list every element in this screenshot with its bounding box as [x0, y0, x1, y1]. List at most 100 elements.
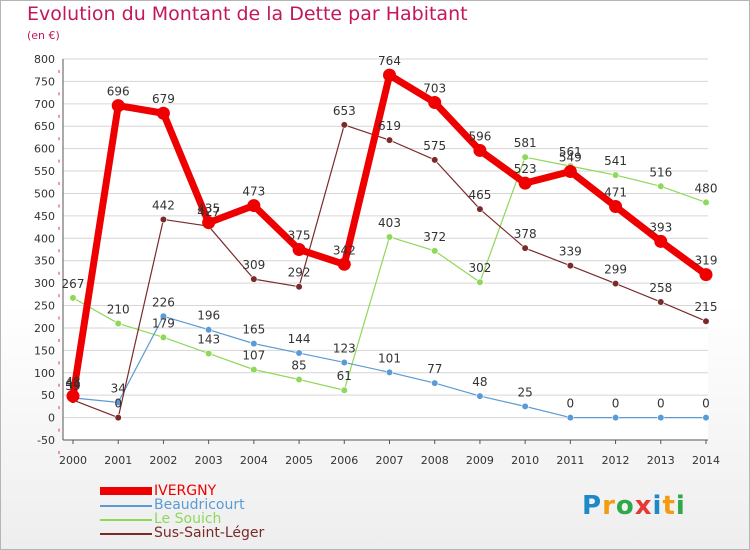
data-point — [202, 216, 216, 230]
y-tick-label: 50 — [41, 389, 55, 402]
data-label: 541 — [604, 154, 627, 168]
x-tick-label: 2002 — [149, 454, 177, 467]
data-label: 393 — [649, 220, 672, 234]
data-label: 77 — [427, 362, 442, 376]
data-label: 215 — [695, 300, 718, 314]
data-label: 403 — [378, 216, 401, 230]
logo-letter: i — [652, 491, 663, 521]
data-point — [563, 165, 577, 179]
data-point — [337, 257, 351, 271]
y-tick-label: 350 — [34, 255, 55, 268]
data-label: 101 — [378, 351, 401, 365]
x-tick-label: 2008 — [421, 454, 449, 467]
data-label: 473 — [242, 185, 265, 199]
y-tick-label: 300 — [34, 277, 55, 290]
data-label: 372 — [423, 230, 446, 244]
data-label: 653 — [333, 104, 356, 118]
data-label: 575 — [423, 139, 446, 153]
data-point — [292, 243, 306, 256]
data-label: 144 — [288, 332, 311, 346]
data-label: 143 — [197, 332, 220, 346]
data-point — [431, 156, 439, 164]
chart-title: Evolution du Montant de la Dette par Hab… — [27, 3, 468, 25]
data-label: 309 — [242, 258, 265, 272]
data-point — [473, 143, 487, 157]
legend-swatch — [100, 533, 152, 535]
data-point — [699, 268, 713, 282]
x-tick-label: 2014 — [692, 454, 720, 467]
data-label: 165 — [242, 323, 265, 337]
data-label: 342 — [333, 243, 356, 257]
data-point — [205, 349, 213, 358]
data-label: 0 — [657, 397, 665, 411]
logo-letter: t — [662, 491, 676, 521]
data-point — [383, 68, 396, 82]
data-point — [385, 233, 394, 241]
y-tick-label: 800 — [34, 53, 55, 66]
data-point — [521, 244, 529, 252]
x-tick-label: 2011 — [556, 454, 584, 467]
data-point — [295, 283, 303, 291]
data-point — [702, 317, 710, 325]
data-point — [156, 106, 170, 120]
y-tick-label: 600 — [34, 143, 55, 156]
data-point — [295, 375, 303, 384]
data-point — [159, 215, 168, 224]
x-tick-label: 2013 — [647, 454, 675, 467]
x-tick-label: 2003 — [195, 454, 223, 467]
data-label: 375 — [288, 229, 311, 243]
x-tick-label: 2010 — [511, 454, 539, 467]
data-label: 764 — [378, 54, 401, 68]
data-point — [114, 413, 122, 422]
data-point — [702, 198, 710, 207]
data-label: 85 — [291, 358, 306, 372]
legend-label: Beaudricourt — [154, 497, 245, 513]
data-label: 292 — [288, 266, 311, 280]
data-label: 48 — [65, 375, 80, 389]
x-tick-label: 2001 — [104, 454, 132, 467]
data-label: 34 — [111, 381, 126, 395]
logo-letter: i — [675, 491, 686, 521]
data-point — [476, 278, 484, 286]
data-label: 226 — [152, 295, 175, 309]
data-label: 61 — [337, 369, 352, 383]
data-label: 696 — [107, 85, 130, 99]
data-point — [566, 413, 574, 422]
data-point — [518, 176, 532, 190]
data-point — [205, 326, 213, 334]
data-point — [111, 99, 125, 113]
logo-letter: o — [615, 491, 635, 521]
y-tick-label: 100 — [34, 367, 55, 380]
data-point — [431, 247, 439, 255]
y-tick-label: 500 — [34, 187, 55, 200]
data-label: 523 — [514, 162, 537, 176]
data-point — [476, 205, 484, 213]
data-label: 258 — [649, 281, 672, 295]
data-label: 435 — [197, 202, 220, 216]
y-tick-label: 550 — [34, 165, 55, 178]
data-label: 319 — [695, 254, 718, 268]
data-point — [385, 136, 394, 144]
proxiti-logo: Proxiti — [582, 491, 686, 521]
data-label: 44 — [65, 377, 80, 391]
data-label: 561 — [559, 145, 582, 159]
x-tick-label: 2000 — [59, 454, 87, 467]
x-tick-label: 2009 — [466, 454, 494, 467]
data-label: 442 — [152, 198, 175, 212]
y-tick-label: -50 — [37, 434, 55, 447]
data-point — [340, 386, 348, 394]
data-point — [159, 312, 168, 320]
y-tick-label: 250 — [34, 300, 55, 313]
data-label: 179 — [152, 316, 175, 330]
legend-swatch — [100, 487, 152, 495]
data-point — [250, 340, 258, 348]
data-point — [340, 358, 348, 367]
logo-letter: x — [634, 491, 653, 521]
data-point — [521, 153, 529, 161]
data-label: 0 — [612, 397, 620, 411]
data-label: 339 — [559, 245, 582, 259]
data-point — [247, 199, 261, 213]
data-point — [250, 275, 258, 283]
y-tick-label: 750 — [34, 75, 55, 88]
